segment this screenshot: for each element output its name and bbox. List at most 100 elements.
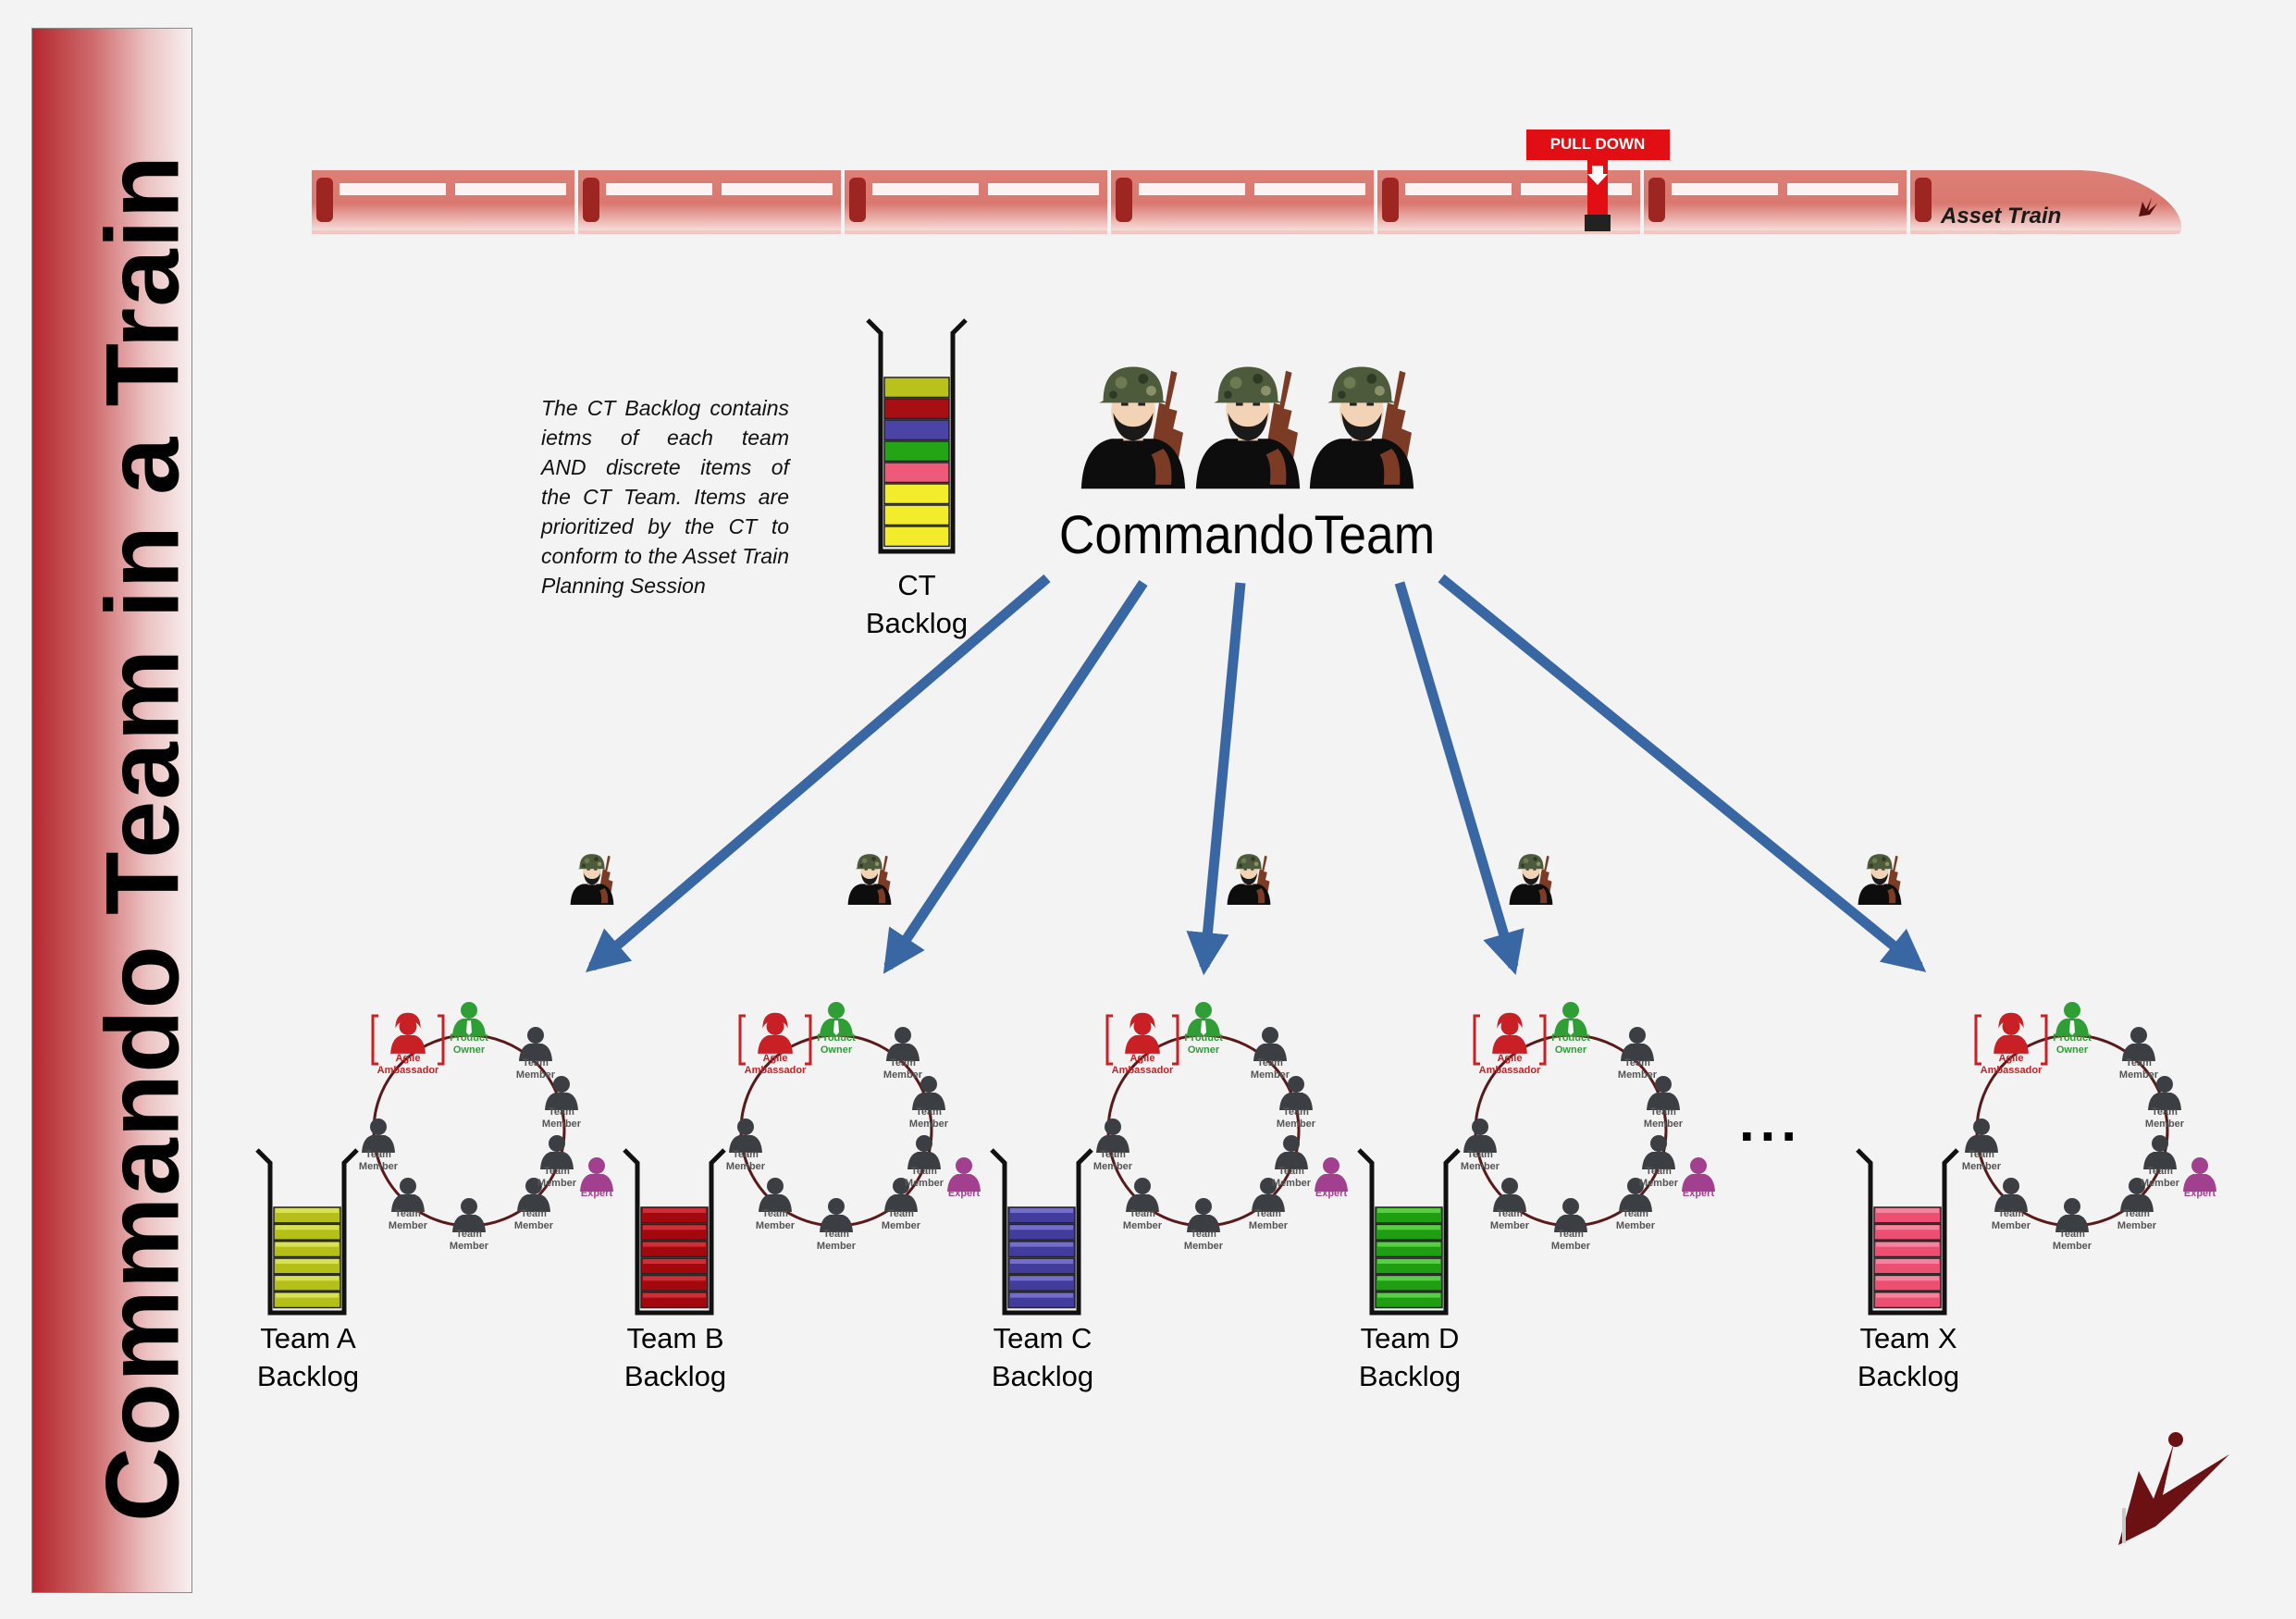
train-window [606, 183, 712, 195]
role-label-line2: Member [1271, 1178, 1312, 1189]
role-label-line2: Member [1961, 1161, 2002, 1172]
team-backlog-label: Team X Backlog [1858, 1319, 1959, 1395]
role-label-line2: Member [515, 1069, 556, 1081]
role-label: Team Member [882, 1208, 920, 1232]
role-label-line1: Product [2053, 1032, 2092, 1044]
backlog-item [883, 398, 950, 420]
role-label-line1: Team [1650, 1106, 1676, 1118]
role-label-line1: Product [1184, 1032, 1223, 1044]
helmet-icon [1865, 854, 1895, 870]
role-label-line1: Product [817, 1032, 856, 1044]
team-group [255, 1002, 613, 1316]
backlog-container-outline [990, 1148, 1093, 1316]
role-label: Team Member [537, 1166, 576, 1190]
team-backlog-label-line1: Team C [993, 1322, 1092, 1354]
backlog-item [883, 483, 950, 505]
train-car [1111, 170, 1374, 234]
role-label-line2: Member [1550, 1241, 1591, 1252]
train-car [1644, 170, 1907, 234]
role-label: Agile Ambassador [745, 1053, 807, 1077]
team-backlog-label: Team C Backlog [992, 1319, 1093, 1395]
role-label: Team Member [1639, 1166, 1678, 1190]
role-label: Team Member [516, 1057, 555, 1081]
role-label-line1: Team [1129, 1208, 1155, 1219]
role-label-line1: Agile [1129, 1053, 1155, 1064]
team-member-icon [2122, 1027, 2155, 1061]
role-label: Team Member [1618, 1057, 1657, 1081]
train-window [339, 183, 446, 195]
company-logo-icon [2118, 1432, 2229, 1545]
rifle-icon [1539, 855, 1552, 896]
assignment-arrow [883, 579, 1148, 974]
note-line: the CT Team. Items are [541, 485, 789, 509]
role-label-line1: Team [916, 1106, 942, 1118]
role-label-line1: Product [450, 1032, 488, 1044]
rifle-icon [878, 855, 891, 896]
role-label-line2: Ambassador [1111, 1065, 1174, 1076]
team-member-icon [391, 1178, 425, 1212]
role-label: Product Owner [1551, 1032, 1590, 1057]
role-label-line2: Ambassador [1980, 1065, 2043, 1076]
role-label-line2: Member [904, 1178, 944, 1189]
soldier-icon [570, 854, 614, 905]
team-member-icon [907, 1135, 941, 1169]
role-label-line1: Team [1257, 1057, 1283, 1069]
team-role-circle [1096, 1002, 1348, 1232]
role-label-line1: Expert [2183, 1188, 2216, 1199]
role-label-line2: Owner [820, 1044, 853, 1056]
locomotive-body [1910, 170, 2182, 230]
train-door-icon [583, 178, 599, 222]
note-line: conform to the Asset Train [541, 544, 789, 568]
assignment-arrow [1186, 582, 1246, 976]
agile-ambassador-icon [1492, 1012, 1527, 1054]
train-car-base [578, 230, 841, 234]
role-label-line1: Team [1467, 1149, 1493, 1160]
team-group [990, 1002, 1348, 1316]
team-member-icon [1253, 1027, 1287, 1061]
train-door-icon [1915, 178, 1932, 222]
team-backlog [1357, 1148, 1461, 1316]
team-backlog [623, 1148, 726, 1316]
bracket-left [371, 1014, 378, 1066]
role-label-line1: Team [1278, 1166, 1304, 1177]
role-label: Expert [2184, 1188, 2216, 1200]
team-backlog-label-line2: Backlog [991, 1360, 1094, 1392]
commando-team-icons [1080, 366, 1414, 489]
team-member-icon [2148, 1076, 2181, 1110]
team-member-icon [1096, 1118, 1129, 1153]
backlog-item [883, 462, 950, 484]
team-member-icon [1463, 1118, 1497, 1153]
train-door-icon [1116, 178, 1132, 222]
role-label-line2: Ambassador [376, 1065, 439, 1076]
train-window [722, 183, 833, 195]
role-label-line2: Member [537, 1178, 577, 1189]
team-soldier-icons [570, 854, 1902, 905]
role-label-line1: Team [544, 1166, 570, 1177]
role-label-line2: Member [1250, 1069, 1290, 1081]
role-label: Team Member [1644, 1106, 1683, 1131]
train-car-body [1644, 170, 1907, 230]
role-label-line1: Team [1283, 1106, 1309, 1118]
team-member-icon [545, 1076, 578, 1110]
helmet-icon [1234, 854, 1264, 870]
team-member-icon [1252, 1178, 1285, 1212]
agile-ambassador-icon [1994, 1012, 2029, 1054]
role-label-line2: Member [1991, 1220, 2031, 1231]
role-label: Expert [1315, 1188, 1347, 1200]
backlog-item [883, 440, 950, 463]
train-window [1405, 183, 1512, 195]
role-label-line2: Member [1643, 1118, 1684, 1130]
role-label-line1: Team [733, 1149, 759, 1160]
role-label-line2: Member [755, 1220, 796, 1231]
role-label-line1: Team [1255, 1208, 1281, 1219]
helmet-icon [1327, 366, 1396, 403]
pull-down-grip [1585, 215, 1611, 231]
bracket-left [1974, 1014, 1981, 1066]
rifle-icon [1257, 855, 1270, 896]
train-car-base [1111, 230, 1374, 234]
team-member-icon [2143, 1135, 2177, 1169]
role-label-line2: Member [449, 1241, 489, 1252]
product-owner-icon [452, 1002, 486, 1036]
train-car-base [845, 230, 1107, 234]
